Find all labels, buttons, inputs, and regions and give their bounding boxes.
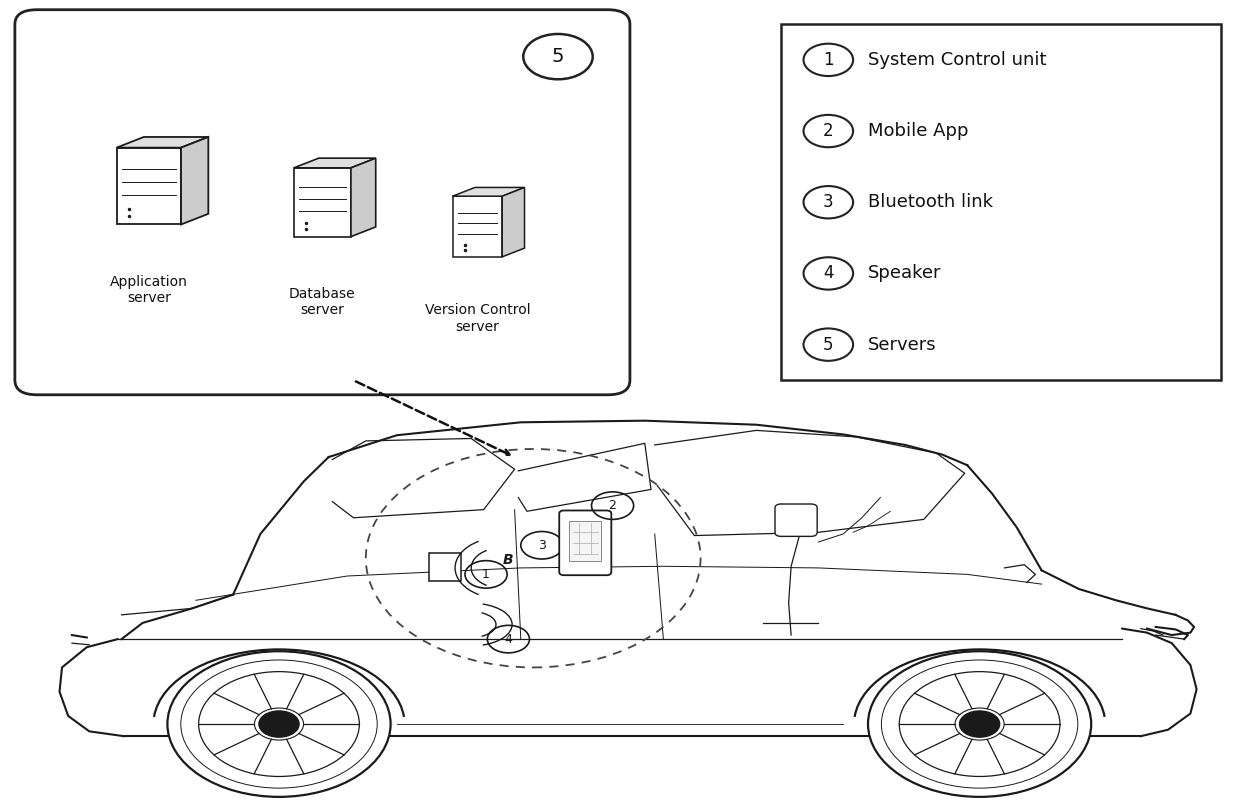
FancyBboxPatch shape: [15, 10, 630, 395]
Polygon shape: [453, 197, 502, 257]
Circle shape: [960, 711, 999, 737]
FancyBboxPatch shape: [559, 510, 611, 575]
FancyBboxPatch shape: [781, 24, 1221, 380]
Text: 5: 5: [552, 47, 564, 66]
Circle shape: [259, 711, 299, 737]
Text: 4: 4: [823, 265, 833, 282]
Text: Speaker: Speaker: [868, 265, 941, 282]
Text: Application
server: Application server: [110, 275, 187, 305]
FancyBboxPatch shape: [429, 553, 461, 581]
FancyBboxPatch shape: [569, 521, 601, 561]
Circle shape: [868, 651, 1091, 797]
Text: 1: 1: [482, 568, 490, 581]
Polygon shape: [294, 159, 376, 168]
Polygon shape: [502, 188, 525, 257]
Text: Mobile App: Mobile App: [868, 122, 968, 140]
Text: Servers: Servers: [868, 336, 936, 354]
Polygon shape: [351, 159, 376, 236]
Circle shape: [167, 651, 391, 797]
Text: B: B: [503, 553, 513, 567]
Text: Database
server: Database server: [289, 287, 356, 317]
Polygon shape: [117, 148, 181, 224]
FancyBboxPatch shape: [775, 504, 817, 536]
Polygon shape: [117, 137, 208, 148]
Text: 3: 3: [538, 539, 546, 552]
Text: 5: 5: [823, 336, 833, 354]
Text: System Control unit: System Control unit: [868, 51, 1047, 69]
Text: 1: 1: [823, 51, 833, 69]
Polygon shape: [294, 168, 351, 236]
Polygon shape: [453, 188, 525, 197]
Text: Bluetooth link: Bluetooth link: [868, 193, 993, 211]
Text: Version Control
server: Version Control server: [424, 303, 531, 333]
Text: 2: 2: [609, 499, 616, 512]
Text: 2: 2: [823, 122, 833, 140]
Text: 3: 3: [823, 193, 833, 211]
Polygon shape: [181, 137, 208, 224]
Text: 4: 4: [505, 633, 512, 646]
